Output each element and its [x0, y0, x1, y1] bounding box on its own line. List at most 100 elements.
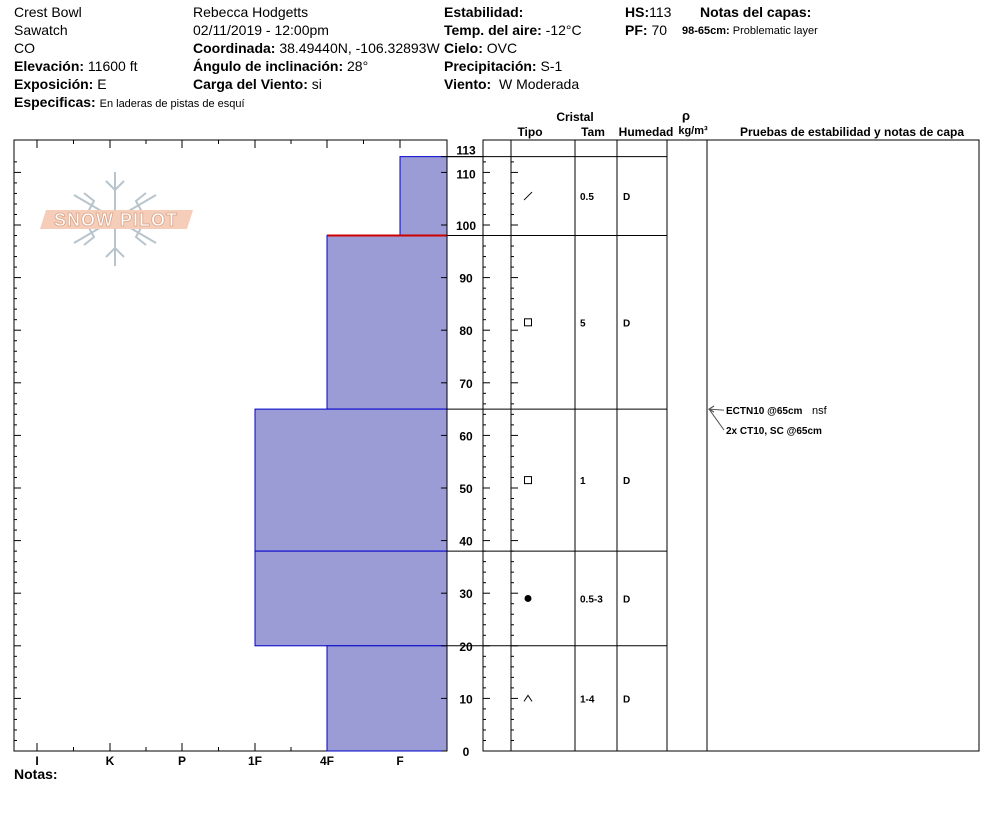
sky: Cielo: OVC: [444, 39, 517, 57]
depth-label: 40: [459, 535, 473, 549]
moisture-value: D: [623, 694, 630, 705]
stability-test-text: ECTN10 @65cm: [726, 406, 803, 417]
logo-text: SNOW PILOT: [54, 210, 178, 230]
stability-label: Estabilidad:: [444, 4, 524, 20]
pf-label: PF:: [625, 22, 648, 38]
sky-value: OVC: [486, 40, 518, 56]
state: CO: [14, 40, 35, 56]
hardness-layer-bar: [254, 408, 448, 552]
crystal-size: 5: [580, 318, 586, 329]
specifics: Especificas: En laderas de pistas de esq…: [14, 93, 245, 113]
elevation: Elevación: 11600 ft: [14, 57, 137, 75]
hardness-label: I: [35, 754, 38, 768]
hardness-layer-bar: [326, 235, 448, 410]
depth-label: 30: [459, 587, 473, 601]
slope-label: Ángulo de inclinación:: [193, 58, 344, 74]
aspect: Exposición: E: [14, 75, 107, 93]
moisture-value: D: [623, 476, 630, 487]
aspect-value: E: [97, 76, 107, 92]
crystal-size: 1-4: [580, 694, 595, 705]
depth-label: 10: [459, 692, 473, 706]
wind-value: W Moderada: [498, 76, 580, 92]
crystal-size: 1: [580, 476, 586, 487]
depth-label: 110: [456, 167, 476, 181]
observer: Rebecca Hodgetts: [193, 4, 309, 20]
hs-label: HS:: [625, 4, 650, 20]
air-temp-value: -12°C: [545, 22, 582, 38]
hardness-label: P: [178, 754, 186, 768]
datetime: 02/11/2019 - 12:00pm: [193, 22, 329, 38]
depth-label: 0: [463, 745, 470, 759]
crystal-depth-hoar-icon: [523, 694, 533, 702]
aspect-label: Exposición:: [14, 76, 94, 92]
test-arrow-icon: [708, 405, 715, 413]
hardness-label: 1F: [248, 754, 262, 768]
specifics-value: En laderas de pistas de esquí: [99, 98, 245, 110]
moisture-value: D: [623, 594, 630, 605]
layer-table-frame: [482, 139, 980, 752]
depth-label: 100: [456, 219, 476, 233]
header-moisture: Humedad: [619, 125, 674, 139]
wind-label: Viento:: [444, 76, 492, 92]
air-temp-label: Temp. del aire:: [444, 22, 542, 38]
hardness-label: K: [106, 754, 115, 768]
depth-label: 70: [459, 377, 473, 391]
depth-label: 20: [459, 640, 473, 654]
header-tests: Pruebas de estabilidad y notas de capa: [740, 125, 964, 139]
snowpilot-logo: SNOW PILOT: [40, 172, 193, 266]
sky-label: Cielo:: [444, 40, 483, 56]
header-size: Tam: [581, 125, 605, 139]
crystal-faceted-icon: [524, 476, 532, 485]
crystal-precip-particles-icon: [523, 191, 533, 201]
precip-value: S-1: [540, 58, 563, 74]
test-pointer-line: [708, 408, 725, 411]
header-crystal: Cristal: [556, 110, 593, 124]
layer-notes-label: Notas del capas:: [700, 4, 812, 20]
penetration-foot: PF: 70: [625, 21, 667, 39]
coord-label: Coordinada:: [193, 40, 276, 56]
precip-label: Precipitación:: [444, 58, 537, 74]
air-temperature: Temp. del aire: -12°C: [444, 21, 582, 39]
hardness-layer-bar: [326, 645, 448, 752]
coord-value: 38.49440N, -106.32893W: [279, 40, 440, 56]
elevation-value: 11600 ft: [87, 58, 138, 74]
hardness-label: F: [396, 754, 403, 768]
crystal-rounded-icon: [524, 594, 532, 602]
pf-value: 70: [651, 22, 668, 38]
mountain-range: Sawatch: [14, 22, 68, 38]
crystal-size: 0.5-3: [580, 594, 603, 605]
depth-label: 80: [459, 324, 473, 338]
wind-load-value: si: [311, 76, 322, 92]
test-pointer-line: [708, 408, 725, 431]
precipitation: Precipitación: S-1: [444, 57, 562, 75]
moisture-value: D: [623, 192, 630, 203]
stability-test-note: nsf: [812, 405, 828, 417]
stability-test-text: 2x CT10, SC @65cm: [726, 426, 822, 437]
specifics-label: Especificas:: [14, 94, 96, 110]
crystal-size: 0.5: [580, 192, 594, 203]
hs-value: 113: [649, 4, 672, 20]
hardness-layer-bar: [399, 156, 448, 237]
wind-load: Carga del Viento: si: [193, 75, 322, 93]
elevation-label: Elevación:: [14, 58, 85, 74]
logo-banner: [40, 210, 193, 229]
slope-angle: Ángulo de inclinación: 28°: [193, 57, 368, 75]
layer-note-range: 98-65cm:: [682, 25, 730, 37]
coordinates: Coordinada: 38.49440N, -106.32893W: [193, 39, 440, 57]
location-name: Crest Bowl: [14, 4, 82, 20]
snow-height: HS:113: [625, 3, 671, 21]
header-rho: ρ: [682, 108, 690, 123]
depth-label: 90: [459, 272, 473, 286]
wind: Viento: W Moderada: [444, 75, 579, 93]
notes-label: Notas:: [14, 766, 58, 782]
depth-label: 113: [456, 144, 476, 158]
depth-label: 60: [459, 429, 473, 443]
layer-note-text: Problematic layer: [732, 25, 818, 37]
wind-load-label: Carga del Viento:: [193, 76, 308, 92]
header-type: Tipo: [517, 125, 542, 139]
depth-label: 50: [459, 482, 473, 496]
hardness-layer-bar: [254, 550, 448, 647]
moisture-value: D: [623, 318, 630, 329]
hardness-label: 4F: [320, 754, 334, 768]
